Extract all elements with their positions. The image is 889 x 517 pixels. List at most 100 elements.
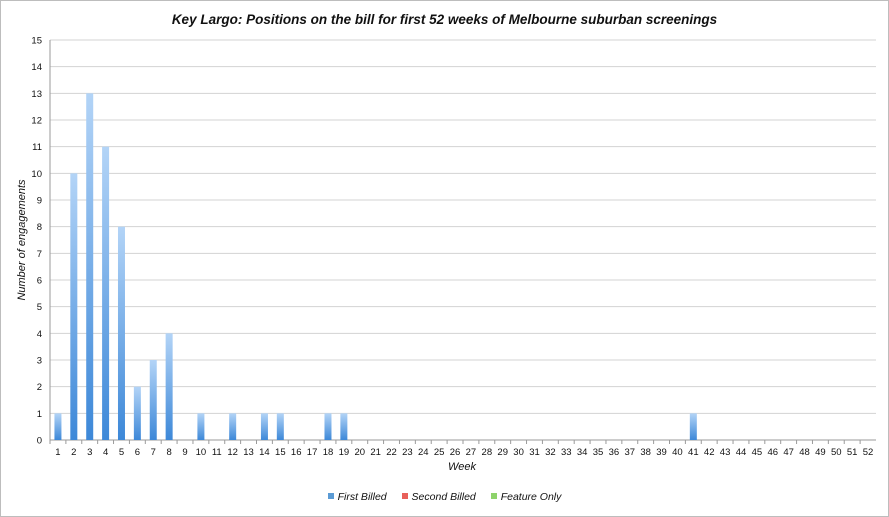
x-tick-label: 30 xyxy=(513,447,524,458)
x-tick-label: 32 xyxy=(545,447,556,458)
y-tick-label: 4 xyxy=(37,329,42,340)
x-tick-label: 8 xyxy=(166,447,171,458)
x-tick-label: 23 xyxy=(402,447,413,458)
y-tick-label: 8 xyxy=(37,222,42,233)
x-tick-label: 22 xyxy=(386,447,397,458)
x-tick-label: 24 xyxy=(418,447,429,458)
legend-label-feature-only: Feature Only xyxy=(500,491,562,503)
y-tick-label: 3 xyxy=(37,356,42,367)
x-tick-label: 2 xyxy=(71,447,76,458)
x-tick-label: 36 xyxy=(609,447,620,458)
x-tick-label: 46 xyxy=(767,447,778,458)
y-tick-label: 11 xyxy=(32,142,42,153)
bar-first-billed-week-19 xyxy=(340,413,348,440)
x-tick-label: 21 xyxy=(370,447,381,458)
bar-first-billed-week-14 xyxy=(260,413,268,440)
x-tick-label: 1 xyxy=(55,447,60,458)
x-tick-labels: 1 2 3 4 5 6 7 8 9 10 11 12 13 14 15 16 17 18 19 20 21 22 23 24 2… xyxy=(55,447,873,458)
x-tick-label: 13 xyxy=(243,447,254,458)
x-axis-label: Week xyxy=(448,461,476,473)
x-tick-label: 9 xyxy=(182,447,187,458)
y-tick-label: 14 xyxy=(31,62,42,73)
x-tick-label: 14 xyxy=(259,447,270,458)
y-tick-label: 6 xyxy=(37,276,42,287)
y-tick-label: 13 xyxy=(31,89,42,100)
legend-item-feature-only: Feature Only xyxy=(490,491,562,503)
y-tick-label: 5 xyxy=(37,302,42,313)
y-tick-label: 9 xyxy=(37,196,42,207)
legend-label-first-billed: First Billed xyxy=(337,491,387,503)
x-tick-label: 15 xyxy=(275,447,286,458)
bar-first-billed-week-4 xyxy=(102,146,110,440)
x-tick-label: 3 xyxy=(87,447,92,458)
x-tick-label: 33 xyxy=(561,447,572,458)
bar-first-billed-week-1 xyxy=(54,413,62,440)
y-tick-label: 7 xyxy=(37,249,42,260)
bar-first-billed-week-18 xyxy=(324,413,332,440)
x-tick-label: 43 xyxy=(720,447,731,458)
gridlines xyxy=(49,39,876,444)
y-tick-label: 2 xyxy=(37,382,42,393)
x-tick-label: 42 xyxy=(704,447,715,458)
y-tick-label: 10 xyxy=(31,169,42,180)
chart-title: Key Largo: Positions on the bill for fir… xyxy=(171,12,718,27)
x-tick-label: 37 xyxy=(624,447,635,458)
x-tick-label: 26 xyxy=(450,447,461,458)
legend-item-first-billed: First Billed xyxy=(327,491,387,503)
x-tick-label: 40 xyxy=(672,447,683,458)
x-tick-label: 39 xyxy=(656,447,667,458)
x-tick-label: 12 xyxy=(227,447,238,458)
x-tick-label: 10 xyxy=(196,447,207,458)
bars xyxy=(54,93,697,441)
x-tick-label: 4 xyxy=(103,447,108,458)
bar-first-billed-week-5 xyxy=(117,226,125,440)
bar-first-billed-week-6 xyxy=(133,386,141,440)
legend-label-second-billed: Second Billed xyxy=(411,491,476,503)
bar-first-billed-week-10 xyxy=(197,413,205,440)
x-tick-label: 29 xyxy=(497,447,508,458)
x-tick-label: 38 xyxy=(640,447,651,458)
bar-first-billed-week-12 xyxy=(229,413,237,440)
legend-swatch-second-billed xyxy=(401,493,408,500)
y-tick-label: 15 xyxy=(31,36,42,47)
bar-first-billed-week-15 xyxy=(276,413,284,440)
legend-swatch-first-billed xyxy=(327,493,334,500)
bar-first-billed-week-41 xyxy=(689,413,697,440)
y-tick-label: 12 xyxy=(31,116,42,127)
x-tick-label: 5 xyxy=(119,447,124,458)
x-tick-label: 52 xyxy=(863,447,874,458)
x-tick-label: 16 xyxy=(291,447,302,458)
x-tick-label: 48 xyxy=(799,447,810,458)
x-tick-label: 20 xyxy=(354,447,365,458)
x-tick-label: 51 xyxy=(847,447,858,458)
y-tick-label: 1 xyxy=(37,409,42,420)
x-tick-label: 25 xyxy=(434,447,445,458)
x-tick-label: 31 xyxy=(529,447,540,458)
x-tick-label: 49 xyxy=(815,447,826,458)
legend: First Billed Second Billed Feature Only xyxy=(0,491,889,503)
legend-swatch-feature-only xyxy=(490,493,497,500)
x-tick-label: 44 xyxy=(736,447,747,458)
x-tick-label: 50 xyxy=(831,447,842,458)
legend-item-second-billed: Second Billed xyxy=(401,491,476,503)
x-tick-label: 7 xyxy=(151,447,156,458)
x-tick-label: 47 xyxy=(783,447,794,458)
x-tick-label: 18 xyxy=(323,447,334,458)
x-tick-label: 11 xyxy=(212,447,222,458)
x-tick-label: 6 xyxy=(135,447,140,458)
x-tick-label: 19 xyxy=(339,447,350,458)
bar-first-billed-week-3 xyxy=(86,93,94,440)
bar-first-billed-week-8 xyxy=(165,333,173,440)
x-tick-label: 41 xyxy=(688,447,699,458)
x-tick-label: 34 xyxy=(577,447,588,458)
x-tick-label: 28 xyxy=(482,447,493,458)
bar-first-billed-week-2 xyxy=(70,173,78,441)
x-tick-label: 17 xyxy=(307,447,318,458)
x-tick-label: 27 xyxy=(466,447,477,458)
bar-first-billed-week-7 xyxy=(149,360,157,440)
y-tick-label: 0 xyxy=(37,436,42,447)
x-tick-label: 45 xyxy=(752,447,763,458)
